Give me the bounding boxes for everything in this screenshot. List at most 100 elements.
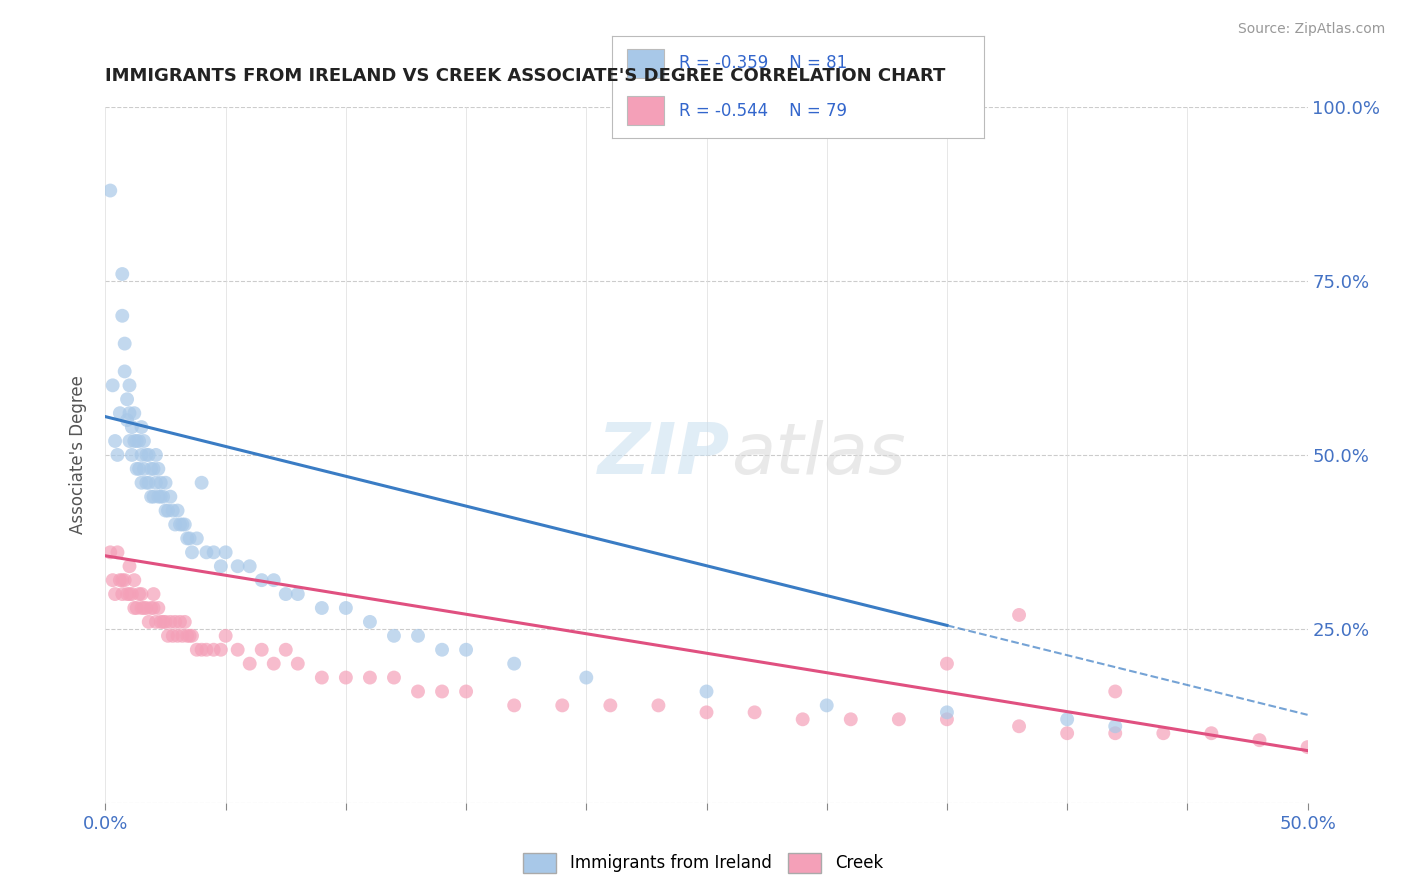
- Point: [195, 545, 218, 559]
- Point: [128, 434, 150, 448]
- Point: [1104, 726, 1126, 740]
- Y-axis label: Associate's Degree: Associate's Degree: [69, 376, 87, 534]
- Text: R = -0.544    N = 79: R = -0.544 N = 79: [679, 102, 846, 120]
- Point: [152, 615, 174, 629]
- Point: [142, 587, 165, 601]
- Point: [118, 378, 141, 392]
- Point: [202, 545, 225, 559]
- Point: [936, 706, 959, 720]
- Point: [274, 587, 297, 601]
- Point: [111, 587, 134, 601]
- Point: [131, 420, 153, 434]
- Point: [128, 587, 150, 601]
- Point: [195, 642, 218, 657]
- Point: [186, 642, 208, 657]
- Point: [166, 503, 188, 517]
- Point: [145, 448, 167, 462]
- Point: [1008, 719, 1031, 733]
- Point: [551, 698, 574, 713]
- Point: [179, 532, 201, 546]
- Point: [406, 629, 429, 643]
- Point: [454, 684, 477, 698]
- Point: [599, 698, 621, 713]
- Point: [111, 309, 134, 323]
- Point: [454, 642, 477, 657]
- Point: [250, 573, 273, 587]
- Point: [118, 434, 141, 448]
- Point: [887, 712, 910, 726]
- Point: [149, 475, 172, 490]
- Point: [125, 601, 148, 615]
- Point: [274, 642, 297, 657]
- Point: [214, 629, 236, 643]
- Point: [165, 615, 187, 629]
- Point: [190, 642, 212, 657]
- Point: [131, 448, 153, 462]
- Point: [744, 706, 766, 720]
- Point: [647, 698, 669, 713]
- Point: [138, 475, 160, 490]
- Point: [124, 573, 146, 587]
- Point: [152, 490, 174, 504]
- Point: [202, 642, 225, 657]
- Point: [173, 517, 195, 532]
- Point: [131, 475, 153, 490]
- Point: [132, 601, 155, 615]
- Point: [101, 378, 124, 392]
- Point: [169, 615, 191, 629]
- Point: [156, 503, 179, 517]
- Point: [335, 601, 357, 615]
- FancyBboxPatch shape: [627, 96, 664, 125]
- Point: [98, 184, 121, 198]
- Point: [179, 629, 201, 643]
- Point: [131, 587, 153, 601]
- Point: [101, 573, 124, 587]
- Point: [139, 601, 162, 615]
- Point: [107, 448, 129, 462]
- Point: [138, 448, 160, 462]
- Text: IMMIGRANTS FROM IRELAND VS CREEK ASSOCIATE'S DEGREE CORRELATION CHART: IMMIGRANTS FROM IRELAND VS CREEK ASSOCIA…: [105, 67, 946, 85]
- Point: [108, 406, 131, 420]
- Point: [98, 545, 121, 559]
- Point: [214, 545, 236, 559]
- Point: [114, 336, 136, 351]
- Point: [1296, 740, 1319, 755]
- Point: [114, 364, 136, 378]
- Point: [149, 490, 172, 504]
- Point: [335, 671, 357, 685]
- Point: [169, 517, 191, 532]
- Point: [135, 475, 157, 490]
- Point: [287, 657, 309, 671]
- Point: [263, 657, 285, 671]
- Point: [382, 629, 405, 643]
- Point: [104, 587, 127, 601]
- Point: [115, 587, 138, 601]
- Point: [125, 462, 148, 476]
- Point: [145, 615, 167, 629]
- Point: [287, 587, 309, 601]
- Point: [139, 490, 162, 504]
- Point: [132, 462, 155, 476]
- Point: [1104, 719, 1126, 733]
- Point: [186, 532, 208, 546]
- Point: [132, 434, 155, 448]
- Point: [139, 462, 162, 476]
- Point: [575, 671, 598, 685]
- Point: [131, 601, 153, 615]
- Point: [696, 684, 718, 698]
- Point: [148, 601, 170, 615]
- Text: Source: ZipAtlas.com: Source: ZipAtlas.com: [1237, 22, 1385, 37]
- Point: [108, 573, 131, 587]
- Point: [124, 406, 146, 420]
- Point: [155, 615, 177, 629]
- Point: [430, 642, 453, 657]
- Point: [118, 559, 141, 574]
- Point: [1201, 726, 1223, 740]
- Point: [149, 615, 172, 629]
- Point: [165, 517, 187, 532]
- Point: [430, 684, 453, 698]
- Point: [181, 629, 204, 643]
- Text: R = -0.359    N = 81: R = -0.359 N = 81: [679, 54, 846, 72]
- Point: [181, 545, 204, 559]
- Point: [115, 392, 138, 407]
